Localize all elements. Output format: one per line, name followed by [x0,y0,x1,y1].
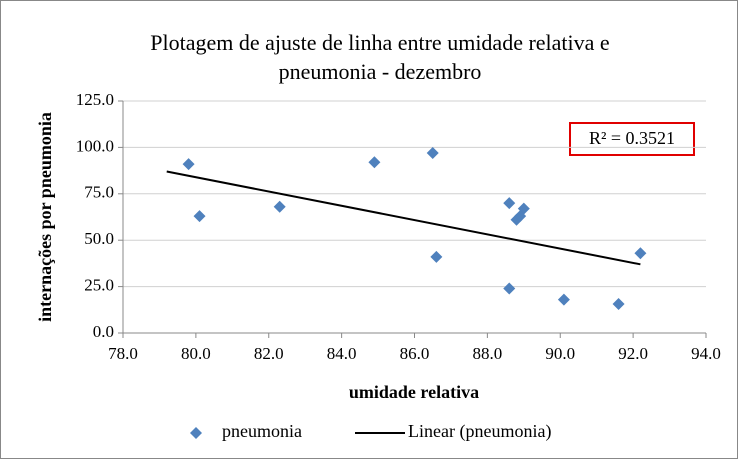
data-point [634,247,647,260]
x-tick-label: 90.0 [545,344,575,363]
data-point [612,298,625,311]
data-point [368,156,381,169]
legend-label: Linear (pneumonia) [408,421,551,442]
y-tick-label: 100.0 [76,136,114,155]
legend-label: pneumonia [222,421,302,441]
x-axis-label: umidade relativa [349,382,479,402]
x-tick-label: 80.0 [181,344,211,363]
data-point [514,210,527,223]
x-tick-label: 94.0 [691,344,721,363]
r2-annotation: R² = 0.3521 [589,128,675,148]
data-point [557,293,570,306]
data-point [182,158,195,171]
data-point [503,282,516,295]
chart-title: Plotagem de ajuste de linha entre umidad… [150,30,609,55]
data-point [193,210,206,223]
x-tick-label: 84.0 [327,344,357,363]
y-tick-label: 25.0 [84,276,114,295]
y-tick-label: 50.0 [84,229,114,248]
y-axis-label: internações por pneumonia [35,112,55,322]
data-point [273,200,286,213]
chart-title: pneumonia - dezembro [279,59,482,84]
x-tick-label: 86.0 [400,344,430,363]
y-tick-label: 0.0 [93,322,114,341]
data-point [430,250,443,263]
x-tick-label: 88.0 [473,344,503,363]
y-tick-label: 75.0 [84,183,114,202]
y-tick-label: 125.0 [76,90,114,109]
trendline [166,170,641,266]
legend-marker [190,427,202,439]
data-point [426,146,439,159]
x-tick-label: 78.0 [108,344,138,363]
x-tick-label: 92.0 [618,344,648,363]
x-tick-label: 82.0 [254,344,284,363]
r2-box [569,122,695,156]
data-point [503,197,516,210]
